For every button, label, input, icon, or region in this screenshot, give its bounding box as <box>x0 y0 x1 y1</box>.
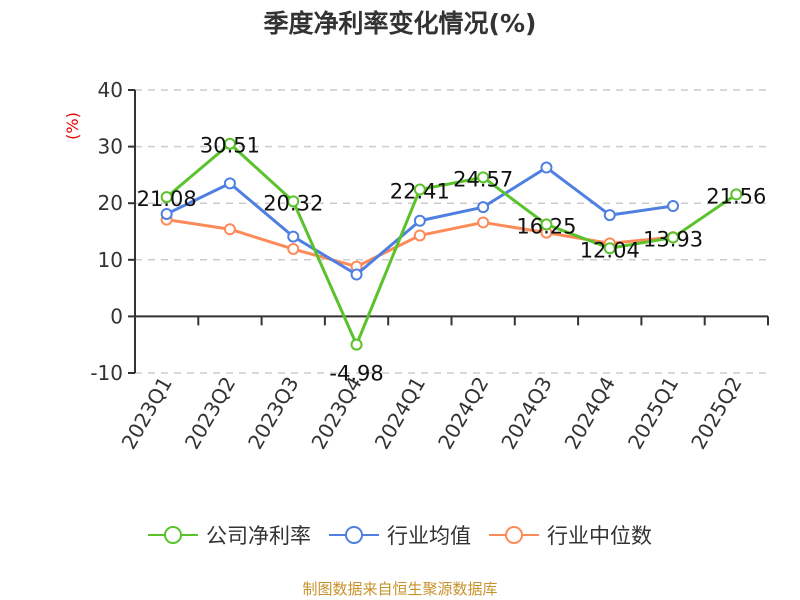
data-label: 21.08 <box>137 187 197 211</box>
data-point[interactable] <box>603 209 616 222</box>
grid-lines <box>135 89 768 374</box>
data-point[interactable] <box>603 242 616 255</box>
source-note: 制图数据来自恒生聚源数据库 <box>302 580 498 598</box>
data-label: 22.41 <box>390 180 450 204</box>
x-tick-label: 2024Q4 <box>560 373 620 454</box>
data-point[interactable] <box>160 207 173 220</box>
data-point[interactable] <box>287 243 300 256</box>
y-tick-label: 20 <box>98 191 123 215</box>
data-point[interactable] <box>350 338 363 351</box>
x-tick-label: 2024Q3 <box>496 373 556 454</box>
data-point[interactable] <box>477 216 490 229</box>
data-point[interactable] <box>667 231 680 244</box>
data-point[interactable] <box>730 188 743 201</box>
data-label: 16.25 <box>516 214 576 238</box>
data-point[interactable] <box>413 229 426 242</box>
y-tick-label: 30 <box>98 135 123 159</box>
data-labels: 21.08 30.51 20.32 -4.98 22.4124.5716.2512.04… <box>137 134 767 386</box>
data-point[interactable] <box>477 201 490 214</box>
chart-title: 季度净利率变化情况(%) <box>263 9 537 38</box>
data-point[interactable] <box>350 268 363 281</box>
x-tick-label: 2025Q1 <box>623 373 683 454</box>
y-tick-label: 10 <box>98 248 123 272</box>
legend-item-company-net-margin[interactable]: 公司净利率 <box>148 520 311 550</box>
series-line <box>165 142 738 347</box>
x-tick-label: 2025Q2 <box>686 373 746 454</box>
data-label: 20.32 <box>263 191 323 215</box>
data-point[interactable] <box>540 218 553 231</box>
data-point[interactable] <box>287 195 300 208</box>
series-lines <box>160 137 743 351</box>
legend-line-circle-icon <box>329 526 379 544</box>
x-tick-label: 2023Q1 <box>117 373 177 454</box>
y-tick-label: -10 <box>90 361 123 385</box>
data-label: 24.57 <box>453 167 513 191</box>
data-label: 21.56 <box>706 184 766 208</box>
data-point[interactable] <box>413 183 426 196</box>
legend-label: 行业中位数 <box>547 524 652 548</box>
legend-line-circle-icon <box>148 526 198 544</box>
x-tick-label: 2024Q2 <box>433 373 493 454</box>
legend-label: 公司净利率 <box>206 524 311 548</box>
data-point[interactable] <box>413 214 426 227</box>
y-axis-unit-label: (%) <box>63 112 82 140</box>
data-point[interactable] <box>223 177 236 190</box>
data-point[interactable] <box>477 171 490 184</box>
legend-item-industry-average[interactable]: 行业均值 <box>329 520 471 550</box>
data-label: 30.51 <box>200 134 260 158</box>
legend-line-circle-icon <box>489 526 539 544</box>
legend: 公司净利率 行业均值 行业中位数 <box>0 520 800 550</box>
data-label: -4.98 <box>329 362 383 386</box>
data-label: 12.04 <box>580 238 640 262</box>
data-point[interactable] <box>223 223 236 236</box>
x-tick-label: 2023Q2 <box>180 373 240 454</box>
data-point[interactable] <box>667 200 680 213</box>
data-point[interactable] <box>223 137 236 150</box>
y-tick-label: 0 <box>110 304 123 328</box>
x-tick-label: 2023Q3 <box>243 373 303 454</box>
data-point[interactable] <box>287 230 300 243</box>
legend-item-industry-median[interactable]: 行业中位数 <box>489 520 652 550</box>
data-point[interactable] <box>160 191 173 204</box>
y-tick-label: 40 <box>98 78 123 102</box>
data-point[interactable] <box>540 161 553 174</box>
legend-label: 行业均值 <box>387 524 471 548</box>
data-label: 13.93 <box>643 228 703 252</box>
